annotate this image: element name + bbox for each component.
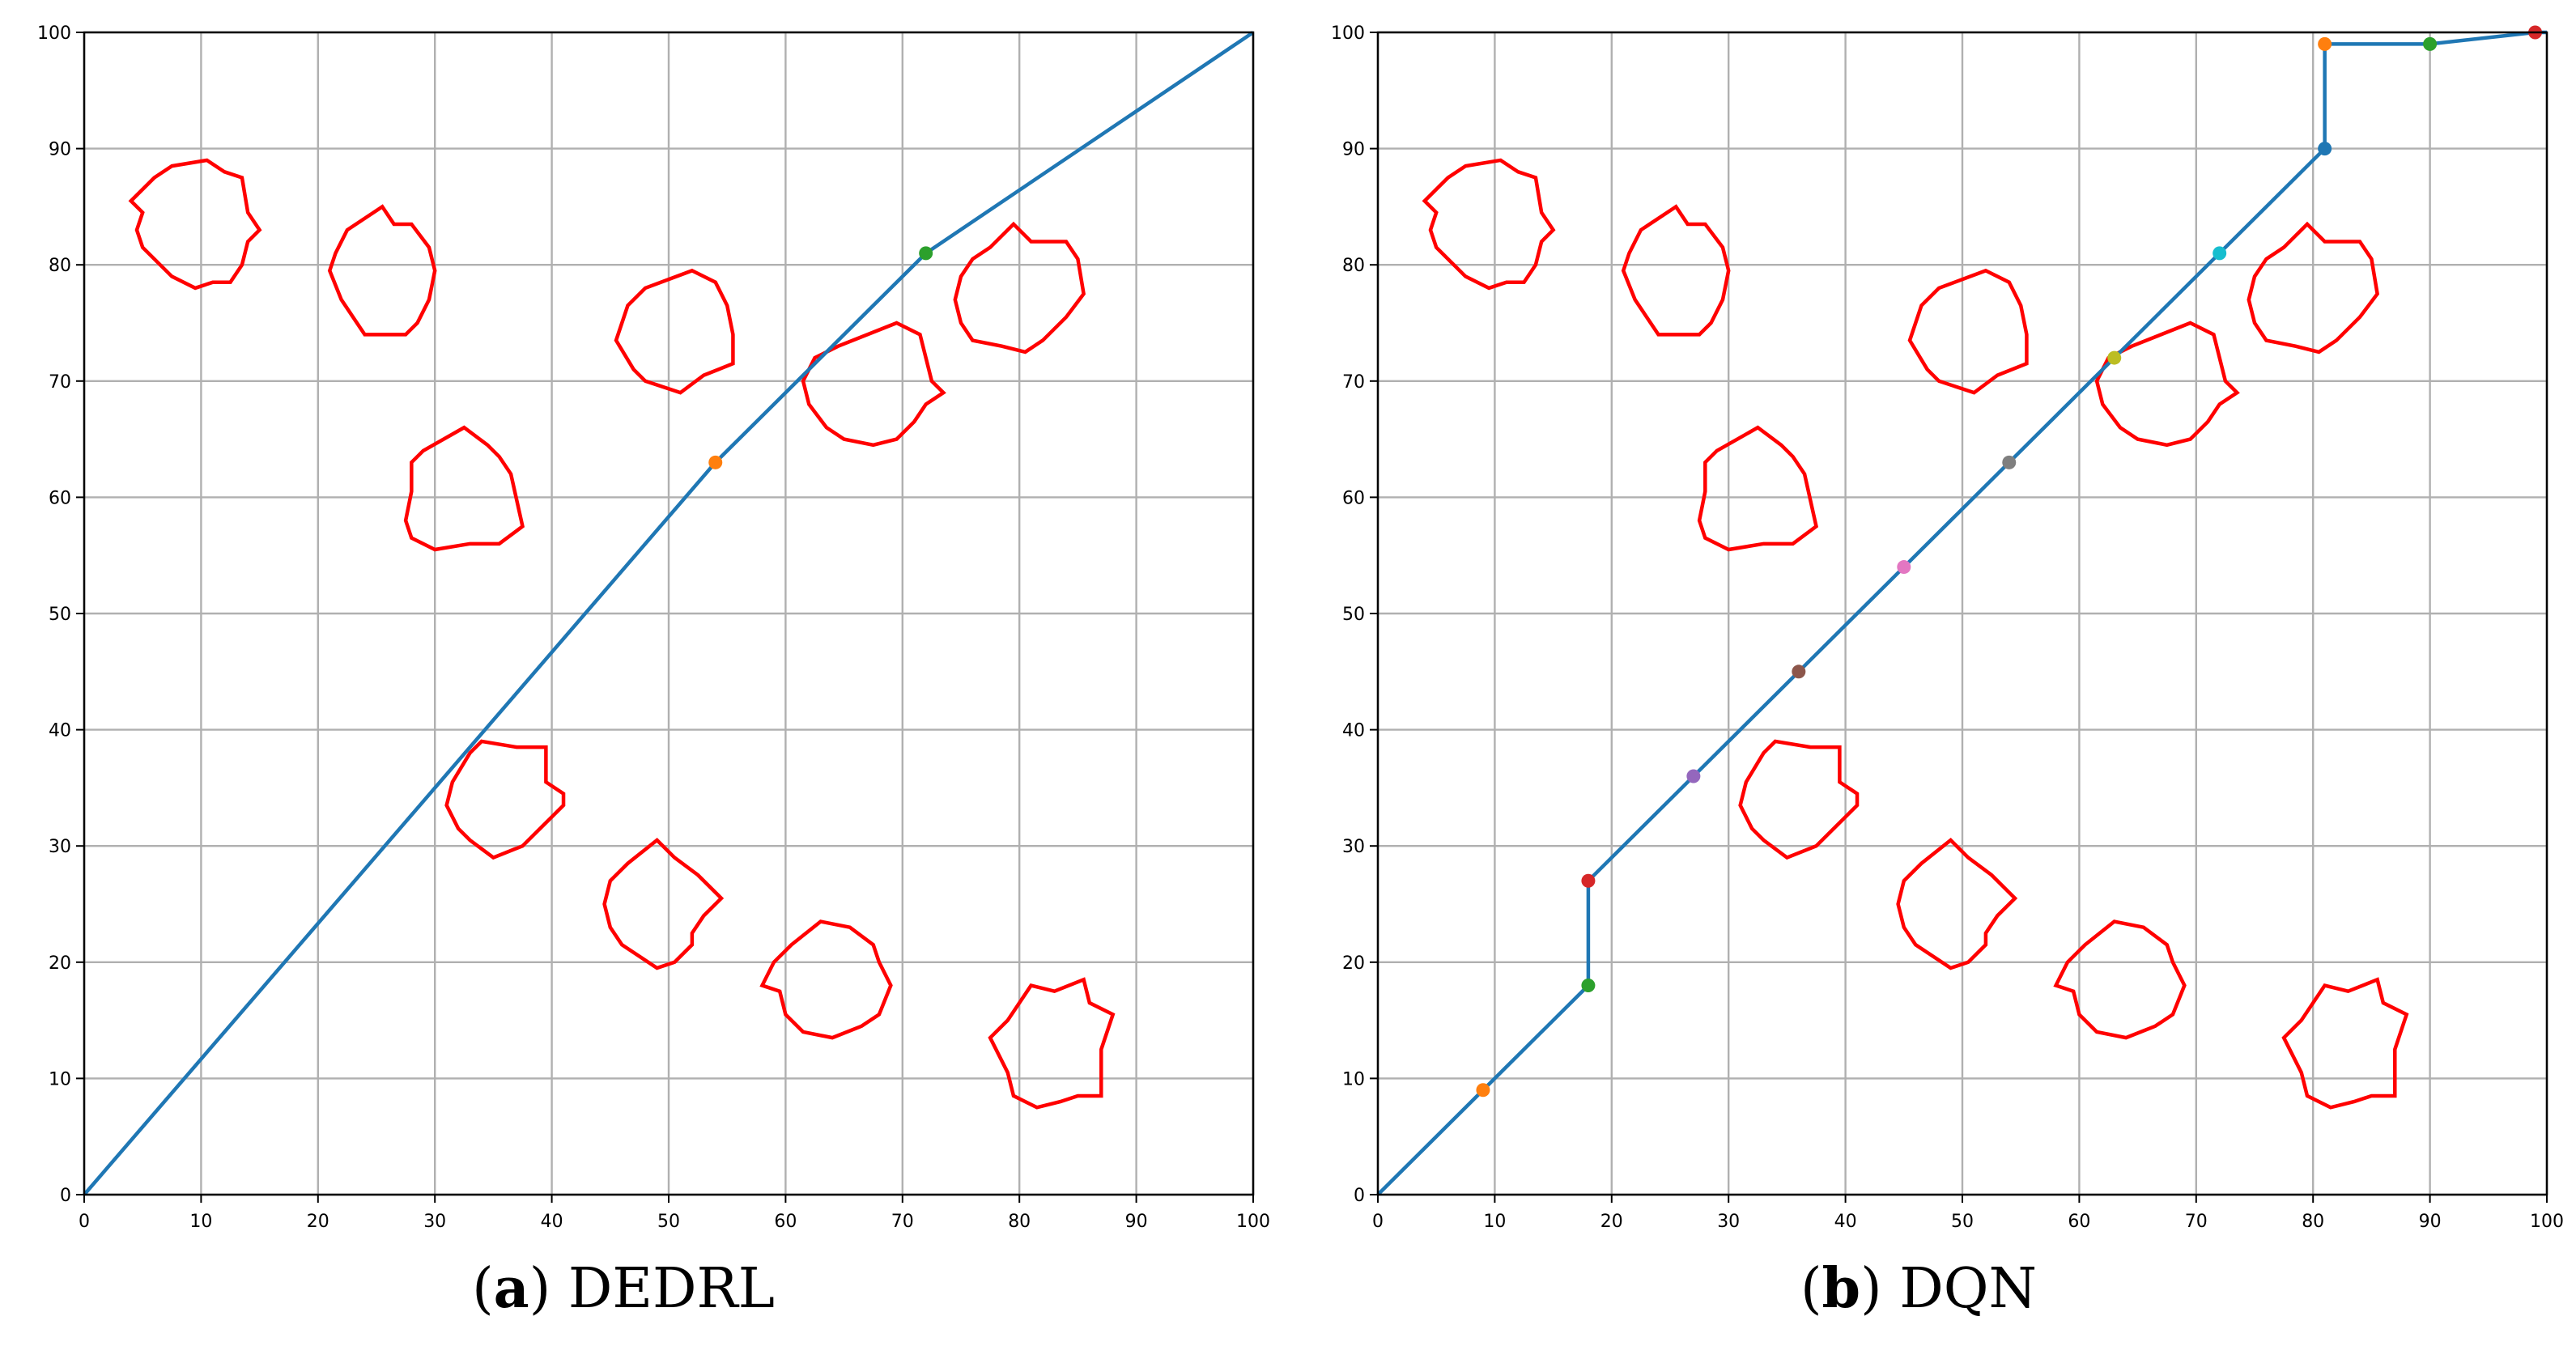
x-tick-label: 10 <box>189 1212 212 1232</box>
caption-a: (a) DEDRL <box>472 1256 775 1321</box>
obstacle <box>444 739 566 860</box>
y-tick-label: 100 <box>37 23 71 44</box>
x-tick-label: 30 <box>1717 1212 1740 1232</box>
y-tick-label: 20 <box>1342 953 1365 974</box>
y-tick-label: 20 <box>49 953 71 974</box>
y-tick-label: 10 <box>49 1069 71 1089</box>
y-tick-label: 80 <box>1342 256 1365 276</box>
path-line <box>83 31 1255 1196</box>
grid <box>83 31 1255 1196</box>
y-tick-label: 0 <box>1354 1186 1365 1206</box>
waypoint <box>1581 979 1596 993</box>
waypoint <box>2107 350 2122 365</box>
caption-b-text: DQN <box>1899 1257 2037 1321</box>
waypoint <box>2318 142 2332 156</box>
waypoint <box>2213 246 2227 261</box>
obstacle <box>2247 221 2379 355</box>
x-tick-label: 10 <box>1483 1212 1506 1232</box>
panel-a-dedrl: 0 10 20 30 40 50 60 70 80 90 100 0 10 20 30 40 50 60 70 80 9… <box>37 23 1270 1232</box>
x-tick-label: 100 <box>2530 1212 2564 1232</box>
y-tick-label: 50 <box>1342 605 1365 625</box>
waypoint <box>919 246 933 261</box>
waypoint <box>1686 769 1701 783</box>
x-tick-label: 50 <box>657 1212 680 1232</box>
obstacle <box>128 158 262 291</box>
waypoint <box>1792 665 1806 679</box>
obstacle <box>403 425 525 552</box>
x-tick-label: 0 <box>1372 1212 1384 1232</box>
x-tick-label: 60 <box>774 1212 797 1232</box>
waypoint <box>2318 36 2332 51</box>
waypoint <box>1581 873 1596 888</box>
axis-ticks: 0 10 20 30 40 50 60 70 80 90 100 0 10 20 30 40 50 60 70 80 9… <box>1331 23 2564 1232</box>
y-tick-label: 100 <box>1331 23 1365 44</box>
y-tick-label: 60 <box>49 488 71 508</box>
obstacles <box>1422 158 2409 1110</box>
caption-a-open-paren: ( <box>472 1257 494 1321</box>
panel-b-dqn: 0 10 20 30 40 50 60 70 80 90 100 0 10 20 30 40 50 60 70 80 9… <box>1331 23 2564 1232</box>
caption-b: (b) DQN <box>1800 1256 2037 1321</box>
x-tick-label: 90 <box>2419 1212 2442 1232</box>
waypoint <box>2423 36 2438 51</box>
x-tick-label: 70 <box>2185 1212 2208 1232</box>
x-tick-label: 40 <box>1834 1212 1857 1232</box>
obstacle <box>1697 425 1819 552</box>
y-tick-label: 70 <box>49 372 71 393</box>
waypoint <box>708 455 723 469</box>
caption-a-close-paren: ) <box>529 1257 568 1321</box>
obstacle <box>759 919 893 1040</box>
y-tick-label: 30 <box>49 837 71 857</box>
caption-b-close-paren: ) <box>1860 1257 1899 1321</box>
x-tick-label: 60 <box>2068 1212 2090 1232</box>
obstacle <box>1896 838 2018 970</box>
obstacle <box>1422 158 1556 291</box>
obstacle <box>2053 919 2187 1040</box>
obstacle <box>2281 977 2409 1110</box>
y-tick-label: 50 <box>49 605 71 625</box>
x-tick-label: 40 <box>541 1212 563 1232</box>
obstacle <box>953 221 1086 355</box>
caption-a-text: DEDRL <box>568 1257 775 1321</box>
y-tick-label: 80 <box>49 256 71 276</box>
obstacles <box>128 158 1116 1110</box>
x-tick-label: 20 <box>307 1212 329 1232</box>
obstacle <box>1621 204 1731 337</box>
y-tick-label: 60 <box>1342 488 1365 508</box>
x-tick-label: 0 <box>79 1212 90 1232</box>
x-tick-label: 50 <box>1951 1212 1974 1232</box>
y-tick-label: 90 <box>1342 140 1365 160</box>
x-tick-label: 100 <box>1236 1212 1270 1232</box>
y-tick-label: 10 <box>1342 1069 1365 1089</box>
obstacle <box>1907 268 2029 395</box>
obstacle <box>602 838 725 970</box>
obstacle <box>614 268 735 395</box>
obstacle <box>801 321 946 448</box>
obstacle <box>1738 739 1860 860</box>
obstacle <box>988 977 1116 1110</box>
y-tick-label: 30 <box>1342 837 1365 857</box>
x-tick-label: 90 <box>1125 1212 1148 1232</box>
y-tick-label: 70 <box>1342 372 1365 393</box>
waypoint <box>1476 1083 1490 1098</box>
waypoint <box>2002 455 2017 469</box>
axis-ticks: 0 10 20 30 40 50 60 70 80 90 100 0 10 20 30 40 50 60 70 80 9… <box>37 23 1270 1232</box>
waypoint <box>1897 560 1911 575</box>
y-tick-label: 40 <box>49 721 71 741</box>
x-tick-label: 80 <box>2302 1212 2324 1232</box>
x-tick-label: 80 <box>1008 1212 1031 1232</box>
y-tick-label: 90 <box>49 140 71 160</box>
caption-b-label: b <box>1822 1256 1861 1321</box>
caption-b-open-paren: ( <box>1800 1257 1822 1321</box>
y-tick-label: 0 <box>60 1186 71 1206</box>
x-tick-label: 30 <box>423 1212 446 1232</box>
y-tick-label: 40 <box>1342 721 1365 741</box>
x-tick-label: 20 <box>1600 1212 1623 1232</box>
obstacle <box>327 204 437 337</box>
obstacle <box>2094 321 2240 448</box>
x-tick-label: 70 <box>891 1212 914 1232</box>
caption-a-label: a <box>494 1256 529 1321</box>
